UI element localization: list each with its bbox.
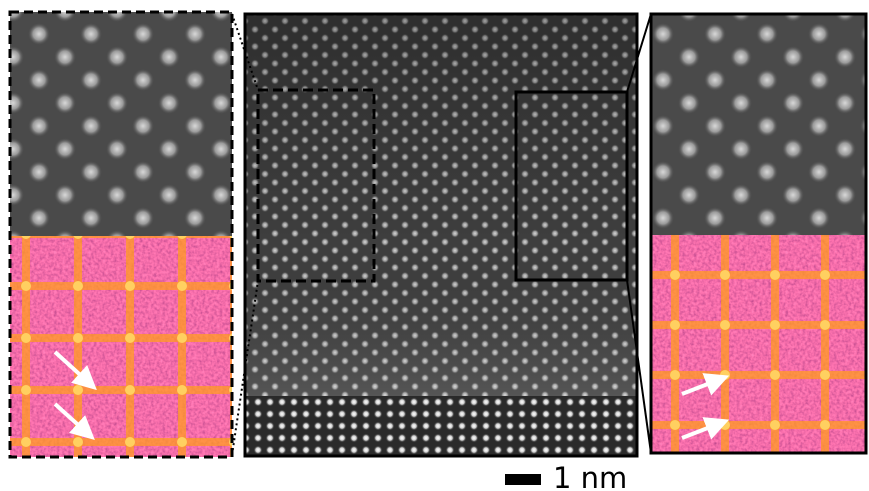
scale-bar (505, 474, 541, 485)
figure: 1 nm (0, 0, 869, 491)
scale-bar-label: 1 nm (553, 461, 627, 491)
right-panel (651, 14, 866, 453)
left-panel (10, 12, 232, 457)
center-panel (245, 14, 637, 456)
